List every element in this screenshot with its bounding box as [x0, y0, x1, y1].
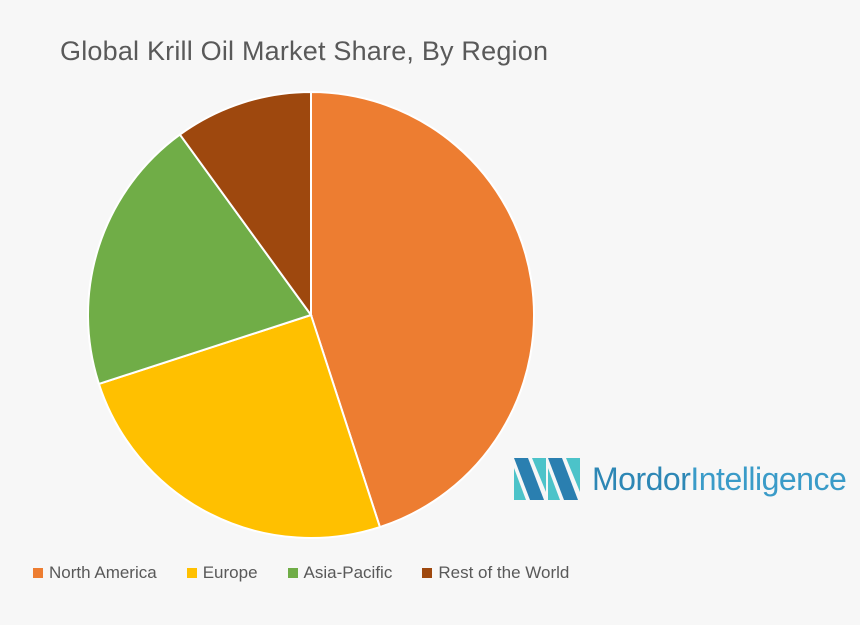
- legend-swatch: [33, 568, 43, 578]
- chart-title: Global Krill Oil Market Share, By Region: [60, 36, 549, 66]
- chart-legend: North America Europe Asia-Pacific Rest of t…: [33, 563, 599, 583]
- legend-label: North America: [49, 563, 157, 582]
- legend-item-rest-of-the-world: Rest of the World: [422, 563, 569, 583]
- legend-label: Rest of the World: [438, 563, 570, 582]
- legend-item-europe: Europe: [186, 563, 258, 583]
- legend-item-asia-pacific: Asia-Pacific: [287, 563, 393, 583]
- pie-slice-rest-of-the-world: [178, 90, 312, 319]
- pie-slices: [87, 90, 535, 539]
- legend-swatch: [287, 568, 298, 578]
- legend-swatch: [422, 568, 433, 578]
- mordor-intelligence-logo: MordorIntelligence: [514, 458, 847, 500]
- legend-item-north-america: North America: [33, 563, 157, 583]
- logo-text-light: Intelligence: [690, 460, 847, 497]
- pie-slice-asia-pacific: [87, 133, 313, 386]
- legend-swatch: [186, 568, 197, 578]
- mordor-logo-text: MordorIntelligence: [592, 460, 847, 498]
- mordor-logo-icon: [514, 458, 580, 500]
- legend-label: Europe: [202, 563, 258, 582]
- logo-text-bold: Mordor: [592, 460, 691, 497]
- pie-slice-europe: [97, 313, 382, 539]
- legend-label: Asia-Pacific: [303, 563, 393, 582]
- pie-slice-north-america: [310, 90, 535, 529]
